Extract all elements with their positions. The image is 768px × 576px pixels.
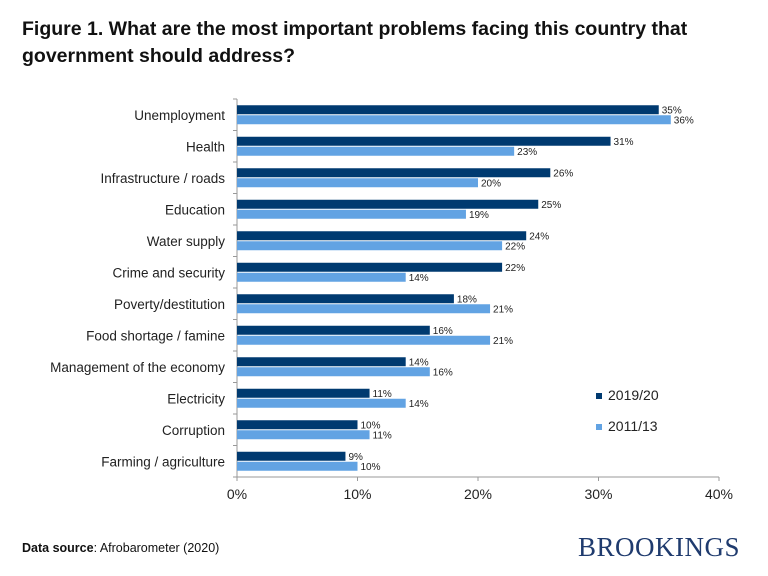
data-label: 18%: [457, 294, 477, 305]
bar-2011-13: [237, 335, 491, 345]
bar-2019-20: [237, 136, 611, 146]
bar-2011-13: [237, 146, 515, 156]
data-label: 14%: [409, 399, 429, 410]
data-label: 16%: [433, 367, 453, 378]
data-label: 19%: [469, 210, 489, 221]
data-label: 23%: [517, 147, 537, 158]
bar-2019-20: [237, 105, 659, 115]
bar-2011-13: [237, 430, 370, 440]
category-label: Infrastructure / roads: [100, 171, 225, 186]
x-tick-label: 0%: [227, 486, 247, 502]
bar-2011-13: [237, 115, 671, 125]
data-label: 26%: [553, 168, 573, 179]
bar-2019-20: [237, 231, 527, 241]
bar-2019-20: [237, 388, 370, 398]
x-tick-label: 30%: [584, 486, 612, 502]
data-label: 14%: [409, 273, 429, 284]
data-label: 10%: [361, 462, 381, 473]
bar-2019-20: [237, 420, 358, 430]
bar-2011-13: [237, 241, 503, 251]
bar-2011-13: [237, 461, 358, 471]
data-label: 24%: [529, 231, 549, 242]
data-label: 10%: [361, 420, 381, 431]
bar-2019-20: [237, 294, 454, 304]
data-label: 16%: [433, 326, 453, 337]
category-label: Electricity: [167, 391, 225, 406]
legend-label: 2011/13: [608, 418, 658, 434]
legend-label: 2019/20: [608, 387, 659, 403]
x-tick-label: 10%: [343, 486, 371, 502]
category-label: Health: [186, 139, 225, 154]
legend-swatch: [596, 424, 602, 430]
bar-2011-13: [237, 272, 406, 282]
data-label: 21%: [493, 336, 513, 347]
category-label: Education: [165, 202, 225, 217]
category-label: Management of the economy: [50, 360, 225, 375]
bar-2011-13: [237, 209, 466, 219]
category-label: Farming / agriculture: [101, 454, 225, 469]
bar-2011-13: [237, 178, 478, 188]
bar-2019-20: [237, 262, 503, 272]
bar-2019-20: [237, 451, 346, 461]
bar-2019-20: [237, 168, 551, 178]
data-label: 31%: [614, 137, 634, 148]
data-source-label: Data source: [22, 541, 94, 555]
data-label: 21%: [493, 304, 513, 315]
data-label: 22%: [505, 241, 525, 252]
bar-2019-20: [237, 357, 406, 367]
category-label: Water supply: [147, 234, 226, 249]
bar-2011-13: [237, 398, 406, 408]
category-label: Unemployment: [134, 108, 225, 123]
brookings-logo: BROOKINGS: [578, 532, 741, 562]
x-tick-label: 20%: [464, 486, 492, 502]
data-label: 14%: [409, 357, 429, 368]
bar-2011-13: [237, 367, 430, 377]
data-source-text: : Afrobarometer (2020): [93, 541, 220, 555]
bar-2019-20: [237, 199, 539, 209]
data-label: 9%: [348, 452, 363, 463]
data-label: 25%: [541, 200, 561, 211]
data-label: 22%: [505, 263, 525, 274]
bar-2011-13: [237, 304, 491, 314]
category-label: Food shortage / famine: [86, 328, 225, 343]
legend-swatch: [596, 393, 602, 399]
data-source: Data source: Afrobarometer (2020): [22, 541, 219, 555]
data-label: 36%: [674, 115, 694, 126]
category-label: Corruption: [162, 423, 225, 438]
data-label: 35%: [662, 105, 682, 116]
x-tick-label: 40%: [705, 486, 733, 502]
bar-2019-20: [237, 325, 430, 335]
category-label: Poverty/destitution: [114, 297, 225, 312]
data-label: 11%: [373, 389, 392, 400]
category-label: Crime and security: [112, 265, 225, 280]
chart-title: Figure 1. What are the most important pr…: [22, 18, 688, 67]
data-label: 20%: [481, 178, 501, 189]
data-label: 11%: [373, 430, 392, 441]
